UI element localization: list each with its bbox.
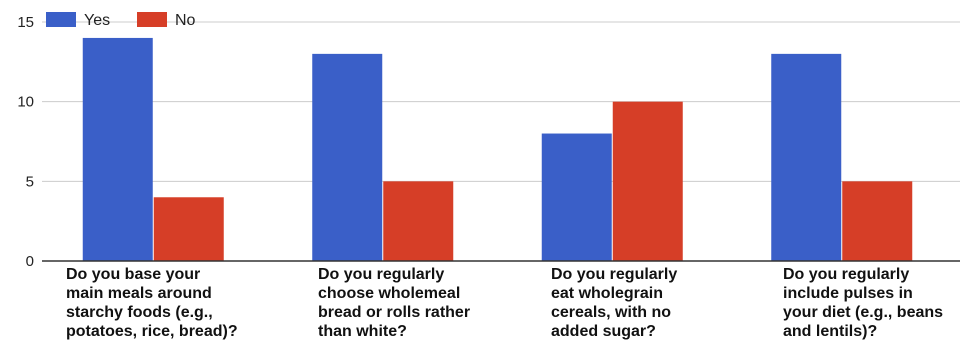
bars <box>82 37 913 262</box>
y-tick-label: 10 <box>17 94 34 111</box>
legend-label-no: No <box>175 12 196 29</box>
x-category-label-4: Do you regularly include pulses in your di… <box>783 266 943 340</box>
x-category-label-3: Do you regularly eat wholegrain cereals, w… <box>551 266 677 340</box>
bar-yes-3 <box>541 133 612 261</box>
legend-label-yes: Yes <box>84 12 110 29</box>
x-category-label-1: Do you base your main meals around starchy… <box>66 266 238 340</box>
bar-no-4 <box>842 181 913 261</box>
x-category-label-line: starchy foods (e.g., <box>66 304 213 321</box>
y-axis-ticks: 0 5 10 15 <box>17 14 34 270</box>
x-category-label-line: main meals around <box>66 285 212 302</box>
x-category-label-line: added sugar? <box>551 323 656 340</box>
x-category-label-line: eat wholegrain <box>551 285 663 302</box>
x-category-label-line: choose wholemeal <box>318 285 460 302</box>
x-category-label-line: Do you regularly <box>551 266 677 283</box>
bar-yes-1 <box>82 37 153 261</box>
x-category-label-line: bread or rolls rather <box>318 304 470 321</box>
bar-no-2 <box>383 181 454 261</box>
y-tick-label: 0 <box>26 253 34 270</box>
x-category-label-line: include pulses in <box>783 285 913 302</box>
x-category-label-line: your diet (e.g., beans <box>783 304 943 321</box>
y-tick-label: 5 <box>26 173 34 190</box>
legend-swatch-yes <box>46 12 76 27</box>
x-category-label-line: than white? <box>318 323 407 340</box>
x-category-label-line: potatoes, rice, bread)? <box>66 323 238 340</box>
x-category-label-line: Do you regularly <box>318 266 444 283</box>
bar-yes-2 <box>312 53 383 261</box>
legend-swatch-no <box>137 12 167 27</box>
y-tick-label: 15 <box>17 14 34 31</box>
bar-no-3 <box>612 101 683 262</box>
x-category-label-line: Do you base your <box>66 266 200 283</box>
legend: Yes No <box>46 12 196 29</box>
x-category-label-line: cereals, with no <box>551 304 671 321</box>
bar-no-1 <box>153 197 224 261</box>
x-axis-category-labels: Do you base your main meals around starchy… <box>66 266 943 340</box>
bar-yes-4 <box>771 53 842 261</box>
x-category-label-line: and lentils)? <box>783 323 877 340</box>
x-category-label-2: Do you regularly choose wholemeal bread or… <box>318 266 470 340</box>
x-category-label-line: Do you regularly <box>783 266 909 283</box>
